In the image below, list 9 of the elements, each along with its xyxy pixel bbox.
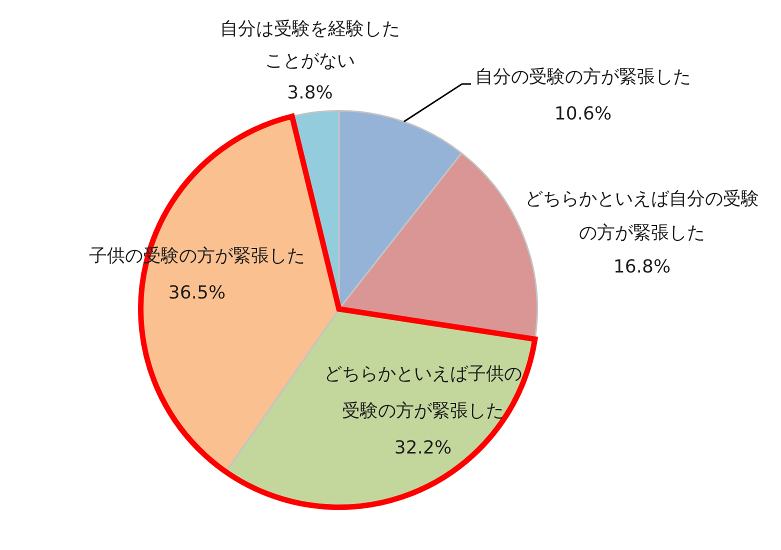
slice-label: どちらかといえば子供の受験の方が緊張した xyxy=(324,364,522,422)
data-label: 16.8% xyxy=(613,256,671,278)
slice-label: 自分は受験を経験したことがない xyxy=(220,18,400,72)
data-label: 10.6% xyxy=(554,104,612,125)
slice-label: どちらかといえば自分の受験の方が緊張した xyxy=(525,188,759,244)
data-label: 36.5% xyxy=(168,282,226,304)
slice-label: 自分の受験の方が緊張した xyxy=(475,66,691,88)
data-label: 3.8% xyxy=(287,82,333,104)
data-label: 32.2% xyxy=(394,438,452,459)
